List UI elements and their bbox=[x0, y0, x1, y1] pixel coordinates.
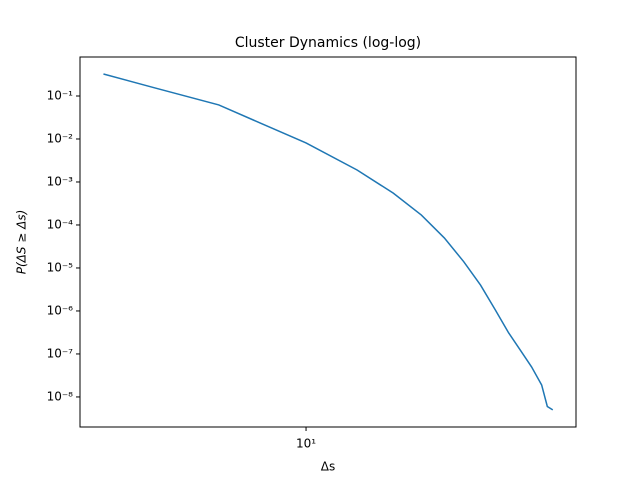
x-tick-label: 10¹ bbox=[296, 437, 316, 451]
y-axis-label: P(ΔS ≥ Δs) bbox=[15, 210, 29, 275]
y-tick-label: 10⁻⁷ bbox=[47, 346, 74, 360]
y-tick-label: 10⁻⁵ bbox=[47, 260, 74, 274]
y-tick-label: 10⁻¹ bbox=[47, 88, 74, 102]
plot-frame bbox=[79, 56, 577, 428]
y-tick-label: 10⁻⁶ bbox=[47, 303, 74, 317]
chart-title: Cluster Dynamics (log-log) bbox=[235, 35, 421, 51]
y-tick-label: 10⁻² bbox=[47, 131, 74, 145]
data-line bbox=[103, 73, 554, 411]
y-tick-label: 10⁻⁴ bbox=[47, 217, 74, 231]
y-tick-label: 10⁻⁸ bbox=[47, 389, 74, 403]
x-axis-label: Δs bbox=[321, 460, 335, 474]
y-tick-label: 10⁻³ bbox=[47, 174, 74, 188]
